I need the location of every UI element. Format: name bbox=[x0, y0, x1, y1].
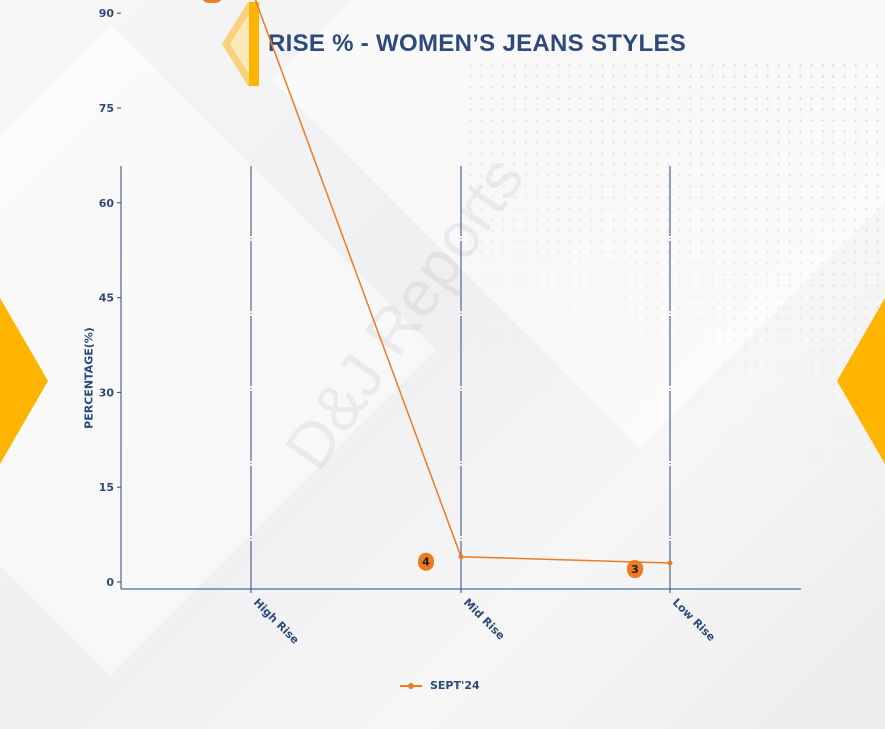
data-label: 4 bbox=[422, 556, 430, 569]
data-label: 94 bbox=[204, 0, 220, 1]
title-chevron-icon bbox=[222, 2, 252, 86]
x-tick-label: Mid Rise bbox=[461, 596, 507, 642]
data-point bbox=[458, 554, 464, 560]
left-chevron-decoration bbox=[0, 298, 48, 464]
data-label: 3 bbox=[631, 563, 639, 576]
y-tick-label: 60 bbox=[99, 197, 115, 210]
legend: SEPT'24 bbox=[400, 679, 480, 692]
data-label-badge bbox=[627, 560, 643, 579]
legend-line-marker bbox=[400, 682, 422, 689]
chart-title: RISE % - WOMEN’S JEANS STYLES bbox=[268, 30, 687, 57]
y-axis-label: PERCENTAGE(%) bbox=[82, 327, 96, 429]
data-point bbox=[667, 560, 673, 566]
legend-item-label: SEPT'24 bbox=[430, 679, 480, 692]
data-label-badge bbox=[418, 552, 434, 571]
y-tick-label: 30 bbox=[99, 386, 115, 399]
x-tick-label: High Rise bbox=[251, 596, 302, 647]
background-dot-pattern bbox=[465, 60, 885, 580]
data-label-badge bbox=[202, 0, 222, 3]
right-chevron-decoration bbox=[837, 298, 885, 464]
x-tick-label: Low Rise bbox=[670, 596, 718, 644]
y-tick-label: 45 bbox=[99, 292, 114, 305]
y-tick-label: 75 bbox=[99, 102, 114, 115]
y-tick-label: 90 bbox=[99, 7, 115, 20]
y-tick-label: 15 bbox=[99, 481, 114, 494]
title-accent-bar bbox=[249, 2, 259, 86]
y-tick-label: 0 bbox=[106, 576, 114, 589]
